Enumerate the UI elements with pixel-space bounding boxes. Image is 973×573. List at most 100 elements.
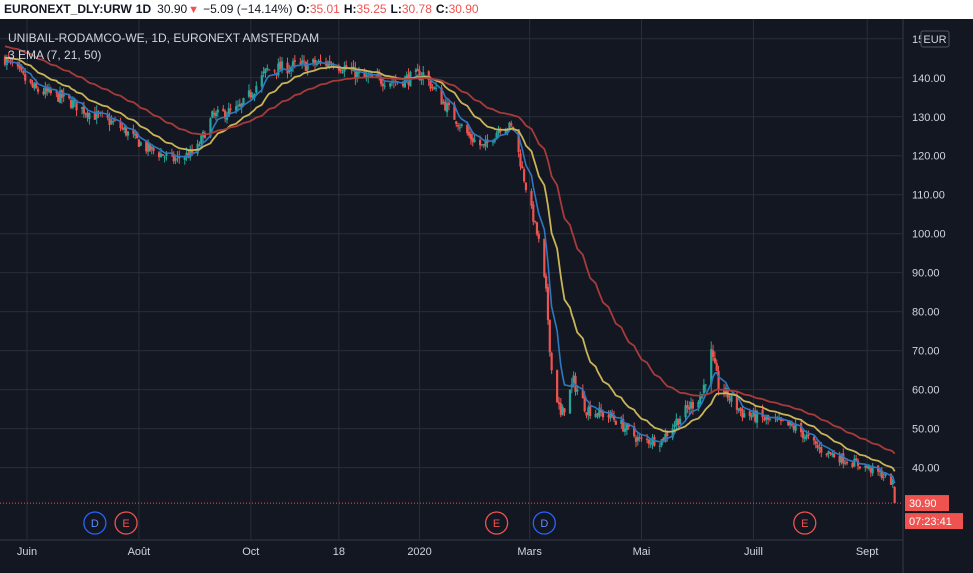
candle-body [444, 101, 447, 111]
candle-body [807, 434, 810, 436]
candle-body [594, 413, 597, 418]
candle-body [662, 437, 665, 442]
legend-indicator[interactable]: 3 EMA (7, 21, 50) [8, 48, 102, 62]
candle-body [620, 419, 623, 424]
candle-body [851, 463, 854, 467]
earnings-event-marker[interactable] [793, 511, 817, 535]
dividend-event-letter[interactable]: D [91, 518, 99, 530]
candle-body [279, 61, 282, 70]
candle-body [268, 69, 271, 71]
candle-body [684, 405, 687, 418]
candle-body [36, 88, 40, 92]
currency-box[interactable] [920, 30, 950, 48]
candle-body [792, 425, 795, 430]
price-chart[interactable]: 40.00 50.00 60.00 70.00 80.00 90.00 100.00 110.… [0, 19, 973, 573]
candle-body [497, 130, 500, 134]
candle-body [123, 127, 126, 130]
candle-body [728, 398, 731, 401]
earnings-event-marker[interactable] [114, 511, 138, 535]
candle-body [812, 437, 816, 441]
candle-body [801, 430, 805, 438]
candle-body [35, 82, 38, 88]
candle-body [302, 60, 306, 62]
candle-body [869, 466, 872, 473]
candle-body [299, 62, 302, 64]
candle-body [495, 133, 498, 140]
candle-body [633, 426, 636, 437]
x-tick-label: Sept [856, 546, 879, 558]
candle-body [242, 98, 245, 106]
candle-body [3, 56, 7, 66]
candle-body [550, 352, 553, 371]
candle-body [185, 152, 188, 157]
candle-body [119, 121, 122, 129]
candle-body [722, 389, 726, 394]
earnings-event-letter[interactable]: E [122, 518, 129, 530]
candle-body [611, 413, 614, 417]
candle-body [735, 394, 739, 410]
candle-body [598, 407, 601, 417]
candle-body [469, 134, 473, 140]
candle-body [855, 458, 858, 462]
candle-body [776, 419, 779, 421]
chart-legend: UNIBAIL-RODAMCO-WE, 1D, EURONEXT AMSTERD… [8, 30, 319, 64]
dividend-event-marker[interactable] [83, 511, 107, 535]
candle-body [818, 447, 821, 449]
candle-body [157, 152, 161, 158]
resolution[interactable]: 1D [135, 2, 152, 16]
legend-title[interactable]: UNIBAIL-RODAMCO-WE, 1D, EURONEXT AMSTERD… [8, 31, 320, 45]
candle-body [510, 123, 513, 126]
candle-body [838, 455, 841, 463]
candle-body [697, 402, 700, 408]
candle-body [247, 90, 251, 97]
candle-body [686, 405, 689, 408]
earnings-event-letter[interactable]: E [493, 518, 500, 530]
candle-body [55, 91, 58, 93]
dividend-event-marker[interactable] [532, 511, 556, 535]
candle-body [458, 127, 462, 129]
candle-body [301, 60, 304, 65]
y-tick-label: 110.00 [912, 190, 945, 202]
candle-body [174, 158, 177, 161]
candle-body [803, 436, 806, 439]
currency-label[interactable]: EUR [923, 34, 946, 46]
candle-body [113, 119, 117, 121]
candle-body [442, 101, 445, 104]
candle-body [889, 473, 893, 485]
candle-body [651, 437, 654, 445]
candle-body [460, 124, 463, 127]
candle-body [222, 108, 225, 112]
candle-body [453, 104, 456, 120]
earnings-event-letter[interactable]: E [801, 518, 808, 530]
candle-body [466, 124, 469, 134]
candle-body [73, 99, 76, 102]
candle-body [535, 222, 539, 235]
symbol-name[interactable]: EURONEXT_DLY:URW [4, 2, 132, 16]
candle-body [576, 389, 579, 392]
earnings-event-marker[interactable] [484, 511, 509, 535]
candle-body [260, 75, 263, 87]
candle-body [816, 444, 819, 448]
candle-body [224, 110, 227, 119]
open-label: O: [296, 2, 310, 16]
candle-body [47, 88, 51, 92]
candle-body [546, 287, 550, 320]
candle-body [383, 85, 386, 87]
candle-body [625, 424, 628, 431]
candle-body [132, 129, 135, 134]
candle-body [146, 143, 150, 152]
candle-body [88, 112, 91, 120]
candle-body [568, 389, 572, 414]
last-price-tag [905, 495, 949, 512]
candle-body [508, 122, 511, 129]
candle-body [467, 131, 471, 136]
low-label: L: [390, 2, 402, 16]
candle-body [165, 153, 168, 156]
dividend-event-letter[interactable]: D [540, 518, 548, 530]
candle-body [689, 402, 693, 409]
y-tick-label: 100.00 [912, 229, 946, 241]
candle-body [880, 470, 883, 479]
candle-body [647, 439, 650, 444]
candle-body [499, 130, 502, 133]
candle-body [645, 438, 649, 440]
